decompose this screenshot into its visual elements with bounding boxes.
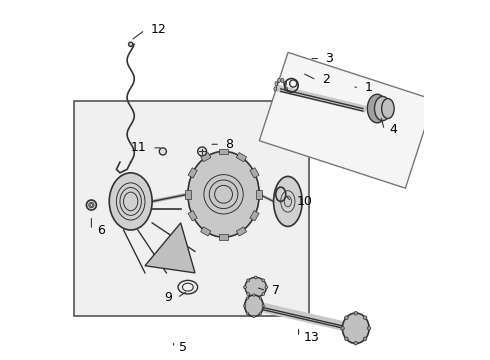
Text: 2: 2 [322, 73, 330, 86]
Ellipse shape [109, 173, 152, 230]
Ellipse shape [368, 94, 387, 123]
Ellipse shape [182, 283, 193, 291]
Ellipse shape [262, 305, 265, 307]
Text: 11: 11 [131, 141, 147, 154]
Ellipse shape [178, 280, 197, 294]
Text: 13: 13 [304, 331, 319, 344]
Ellipse shape [259, 312, 262, 315]
Ellipse shape [341, 327, 344, 330]
Ellipse shape [262, 293, 265, 296]
Bar [200, 153, 211, 162]
Ellipse shape [245, 295, 263, 316]
Ellipse shape [273, 176, 302, 226]
Bar [188, 211, 197, 221]
Ellipse shape [246, 279, 249, 282]
Ellipse shape [275, 81, 278, 86]
Bar [250, 168, 259, 178]
Text: 6: 6 [97, 224, 105, 237]
Ellipse shape [344, 316, 348, 319]
Ellipse shape [244, 286, 246, 289]
Ellipse shape [382, 99, 394, 118]
Bar [236, 153, 246, 162]
Ellipse shape [344, 337, 348, 341]
Ellipse shape [188, 152, 259, 237]
Text: 9: 9 [164, 291, 172, 305]
Ellipse shape [254, 296, 257, 298]
Ellipse shape [245, 277, 267, 297]
Bar [188, 168, 197, 178]
Ellipse shape [367, 327, 371, 330]
Bar [256, 190, 262, 199]
Ellipse shape [86, 200, 97, 210]
Text: 4: 4 [390, 123, 397, 136]
Ellipse shape [246, 293, 249, 296]
Polygon shape [145, 223, 195, 273]
Ellipse shape [246, 312, 248, 315]
Ellipse shape [246, 297, 248, 300]
Bar [236, 227, 246, 236]
Bar [259, 52, 434, 188]
Bar [220, 234, 228, 240]
Ellipse shape [262, 279, 265, 282]
Text: 12: 12 [150, 23, 166, 36]
Text: 5: 5 [179, 341, 187, 354]
Ellipse shape [159, 148, 167, 155]
Text: 3: 3 [325, 52, 333, 65]
Text: 1: 1 [365, 81, 372, 94]
Bar [74, 102, 309, 316]
Ellipse shape [278, 78, 280, 82]
Ellipse shape [284, 81, 287, 86]
Ellipse shape [354, 311, 358, 315]
Ellipse shape [253, 294, 255, 296]
Ellipse shape [253, 315, 255, 318]
Bar [185, 190, 191, 199]
Text: 7: 7 [272, 284, 280, 297]
Ellipse shape [281, 78, 284, 82]
Ellipse shape [374, 96, 391, 121]
Ellipse shape [343, 313, 369, 343]
Ellipse shape [363, 316, 367, 319]
Ellipse shape [197, 147, 207, 156]
Ellipse shape [259, 297, 262, 300]
Ellipse shape [265, 286, 268, 289]
Ellipse shape [244, 305, 246, 307]
Text: 8: 8 [225, 138, 233, 151]
Bar [250, 211, 259, 221]
Bar [220, 149, 228, 154]
Ellipse shape [254, 276, 257, 279]
Bar [200, 227, 211, 236]
Ellipse shape [274, 87, 277, 91]
Ellipse shape [354, 342, 358, 345]
Text: 10: 10 [297, 195, 313, 208]
Ellipse shape [363, 337, 367, 341]
Ellipse shape [285, 87, 288, 91]
Ellipse shape [128, 42, 133, 46]
